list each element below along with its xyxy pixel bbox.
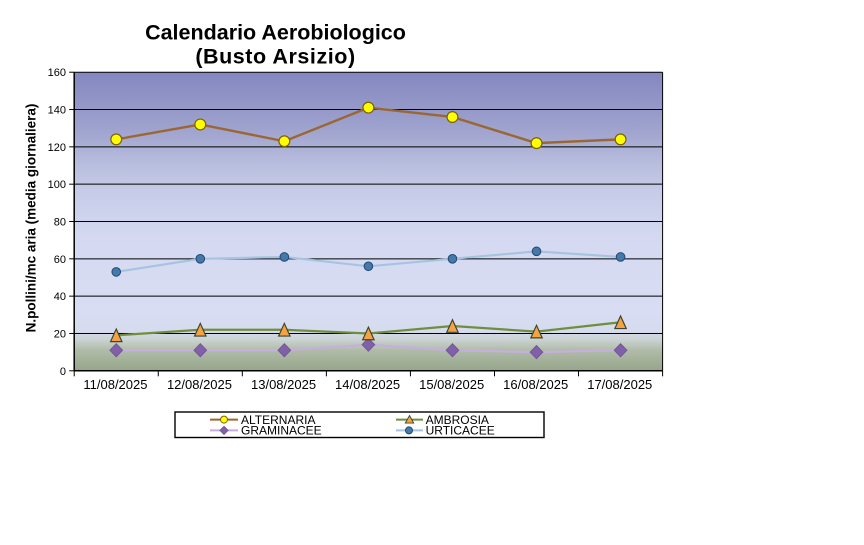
svg-text:URTICACEE: URTICACEE bbox=[426, 423, 495, 437]
svg-text:AMBROSIA: AMBROSIA bbox=[426, 413, 489, 427]
svg-text:N.pollini/mc aria (media giorn: N.pollini/mc aria (media giornaliera) bbox=[23, 104, 38, 333]
svg-text:17/08/2025: 17/08/2025 bbox=[587, 377, 652, 392]
svg-text:160: 160 bbox=[48, 67, 66, 79]
svg-text:13/08/2025: 13/08/2025 bbox=[251, 377, 316, 392]
svg-text:16/08/2025: 16/08/2025 bbox=[503, 377, 568, 392]
svg-text:14/08/2025: 14/08/2025 bbox=[335, 377, 400, 392]
svg-text:100: 100 bbox=[48, 179, 66, 191]
svg-text:40: 40 bbox=[54, 291, 66, 303]
svg-text:GRAMINACEE: GRAMINACEE bbox=[241, 423, 322, 437]
svg-text:Calendario Aerobiologico: Calendario Aerobiologico bbox=[145, 20, 406, 44]
svg-text:140: 140 bbox=[48, 105, 66, 117]
svg-text:12/08/2025: 12/08/2025 bbox=[167, 377, 232, 392]
svg-text:0: 0 bbox=[60, 366, 66, 378]
svg-text:60: 60 bbox=[54, 254, 66, 266]
svg-text:80: 80 bbox=[54, 217, 66, 229]
svg-text:120: 120 bbox=[48, 142, 66, 154]
svg-text:11/08/2025: 11/08/2025 bbox=[83, 377, 147, 392]
svg-text:(Busto Arsizio): (Busto Arsizio) bbox=[195, 44, 355, 68]
svg-text:ALTERNARIA: ALTERNARIA bbox=[241, 413, 315, 427]
svg-text:20: 20 bbox=[54, 328, 66, 340]
svg-text:15/08/2025: 15/08/2025 bbox=[419, 377, 484, 392]
